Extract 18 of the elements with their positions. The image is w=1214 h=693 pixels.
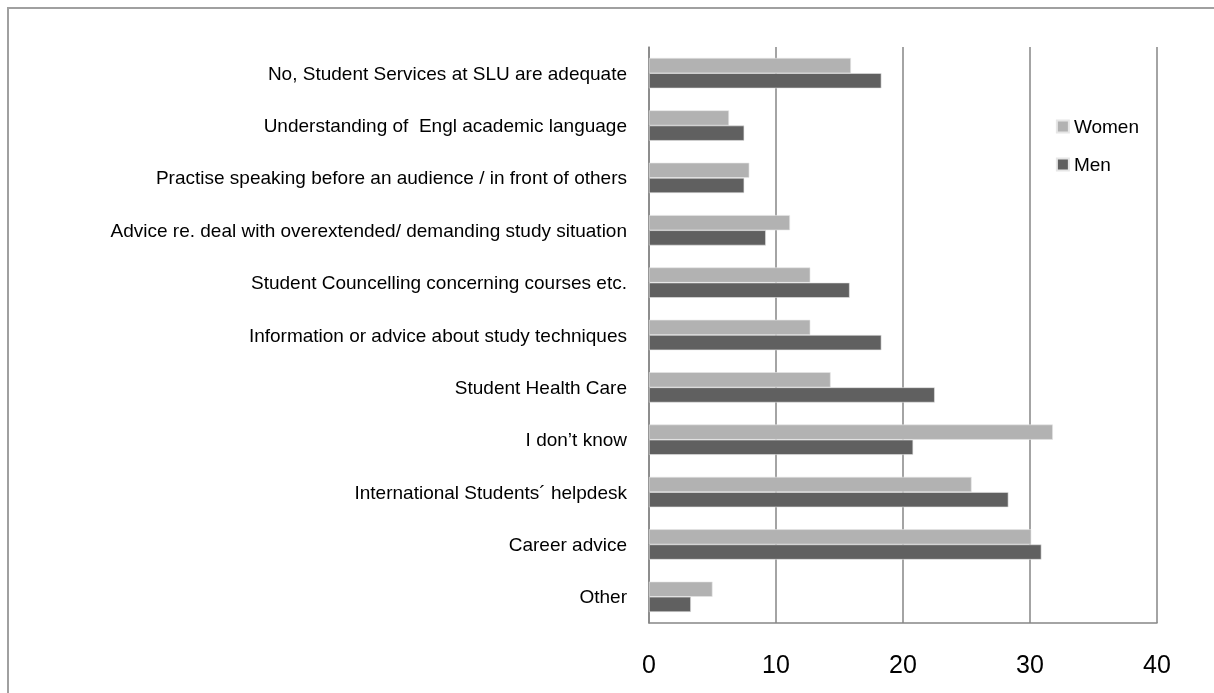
y-tick-label: I don’t know [525, 429, 628, 451]
x-tick-label: 40 [1143, 649, 1171, 678]
y-tick-label: Student Councelling concerning courses etc. [250, 272, 627, 294]
y-tick-label: Student Health Care [454, 376, 627, 398]
y-tick-label: No, Student Services at SLU are adequate [267, 62, 627, 84]
legend-label: Men [1073, 154, 1111, 175]
y-tick-label: Practise speaking before an audience / in front of others [155, 167, 627, 189]
x-tick-label: 30 [1016, 649, 1044, 678]
legend-label: Women [1073, 116, 1140, 137]
y-tick-label: Career advice [508, 533, 627, 555]
x-tick-label: 20 [889, 649, 917, 678]
y-tick-label: Information or advice about study techniques [248, 324, 627, 346]
x-tick-label: 0 [642, 649, 656, 678]
y-tick-label: Other [579, 586, 628, 608]
y-tick-label: Understanding of Engl academic language [263, 115, 627, 137]
y-tick-label: International Students´ helpdesk [354, 481, 628, 503]
x-tick-label: 10 [762, 649, 790, 678]
y-tick-label: Advice re. deal with overextended/ demanding study situation [110, 219, 627, 241]
